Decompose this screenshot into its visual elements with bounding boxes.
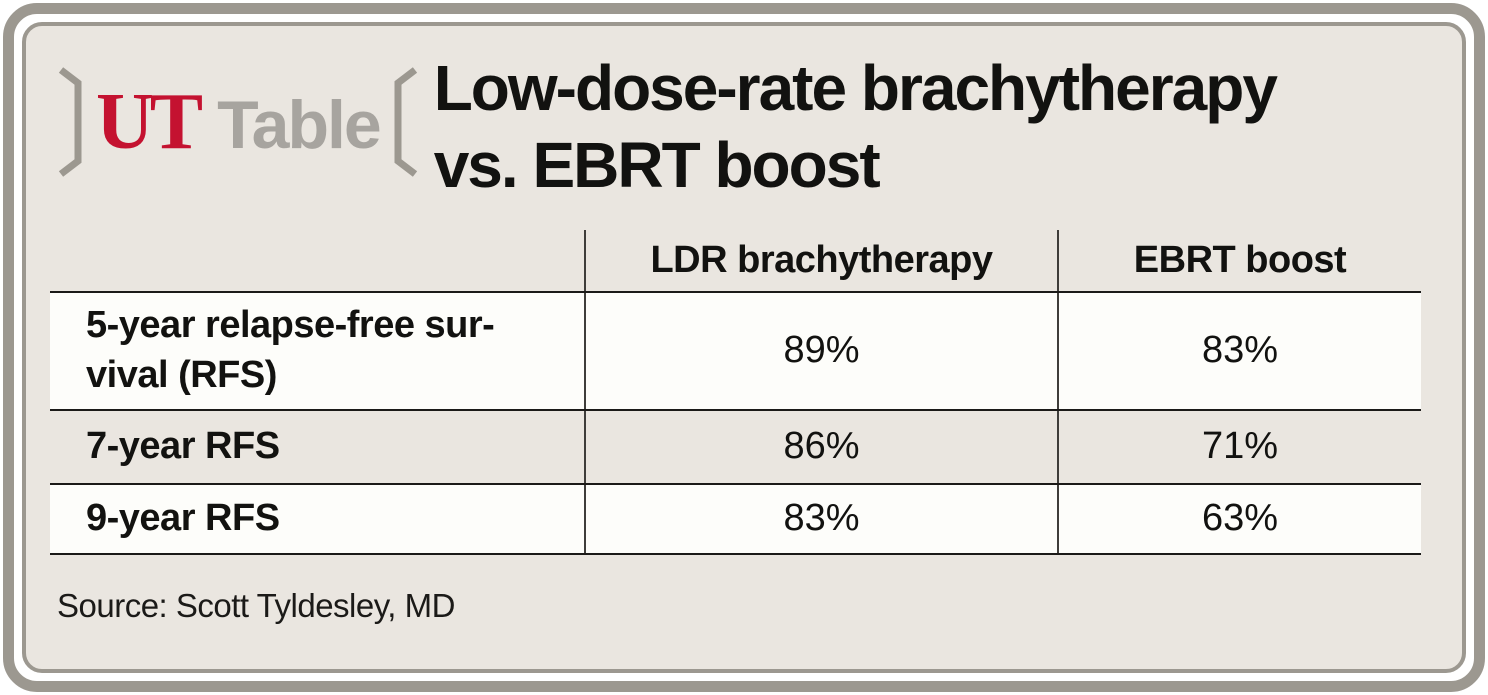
table-row-7-year: 7-year RFS 86% 71% — [50, 409, 1421, 485]
row-label: 7-year RFS — [50, 409, 586, 485]
card-outer-frame: UT Table Low-dose-rate brachytherapy vs. … — [3, 3, 1485, 692]
data-table: LDR brachytherapy EBRT boost 5-year rela… — [50, 229, 1421, 555]
ldr-value: 89% — [585, 291, 1059, 411]
source-credit: Source: Scott Tyldesley, MD — [57, 586, 455, 624]
card-inner-frame: UT Table Low-dose-rate brachytherapy vs. … — [22, 22, 1466, 673]
ebrt-value: 83% — [1058, 291, 1421, 411]
ebrt-value: 63% — [1058, 483, 1421, 555]
header-cell-ebrt: EBRT boost — [1058, 229, 1421, 293]
header-cell-ldr: LDR brachytherapy — [585, 229, 1059, 293]
logo-right-bracket-icon — [394, 67, 417, 177]
table-title: Low-dose-rate brachytherapy vs. EBRT boo… — [433, 52, 1278, 201]
ebrt-value: 71% — [1058, 409, 1421, 485]
logo-product: Table — [217, 86, 382, 163]
header-row: LDR brachytherapy EBRT boost — [50, 229, 1421, 293]
header-cell-empty — [50, 229, 586, 293]
logo-left-bracket-icon — [58, 67, 82, 177]
row-label: 5-year relapse-free sur- vival (RFS) — [50, 291, 586, 411]
card-content: UT Table Low-dose-rate brachytherapy vs. … — [26, 26, 1462, 625]
table-row-5-year: 5-year relapse-free sur- vival (RFS) 89%… — [50, 291, 1421, 411]
ldr-value: 86% — [585, 409, 1059, 485]
masthead: UT Table Low-dose-rate brachytherapy vs. … — [50, 50, 1462, 204]
ldr-value: 83% — [585, 483, 1059, 555]
row-label: 9-year RFS — [50, 483, 586, 555]
logo-brand: UT — [96, 77, 203, 166]
table-row-9-year: 9-year RFS 83% 63% — [50, 483, 1421, 555]
logo-text: UT Table — [96, 77, 382, 168]
ut-table-logo: UT Table — [58, 66, 418, 178]
